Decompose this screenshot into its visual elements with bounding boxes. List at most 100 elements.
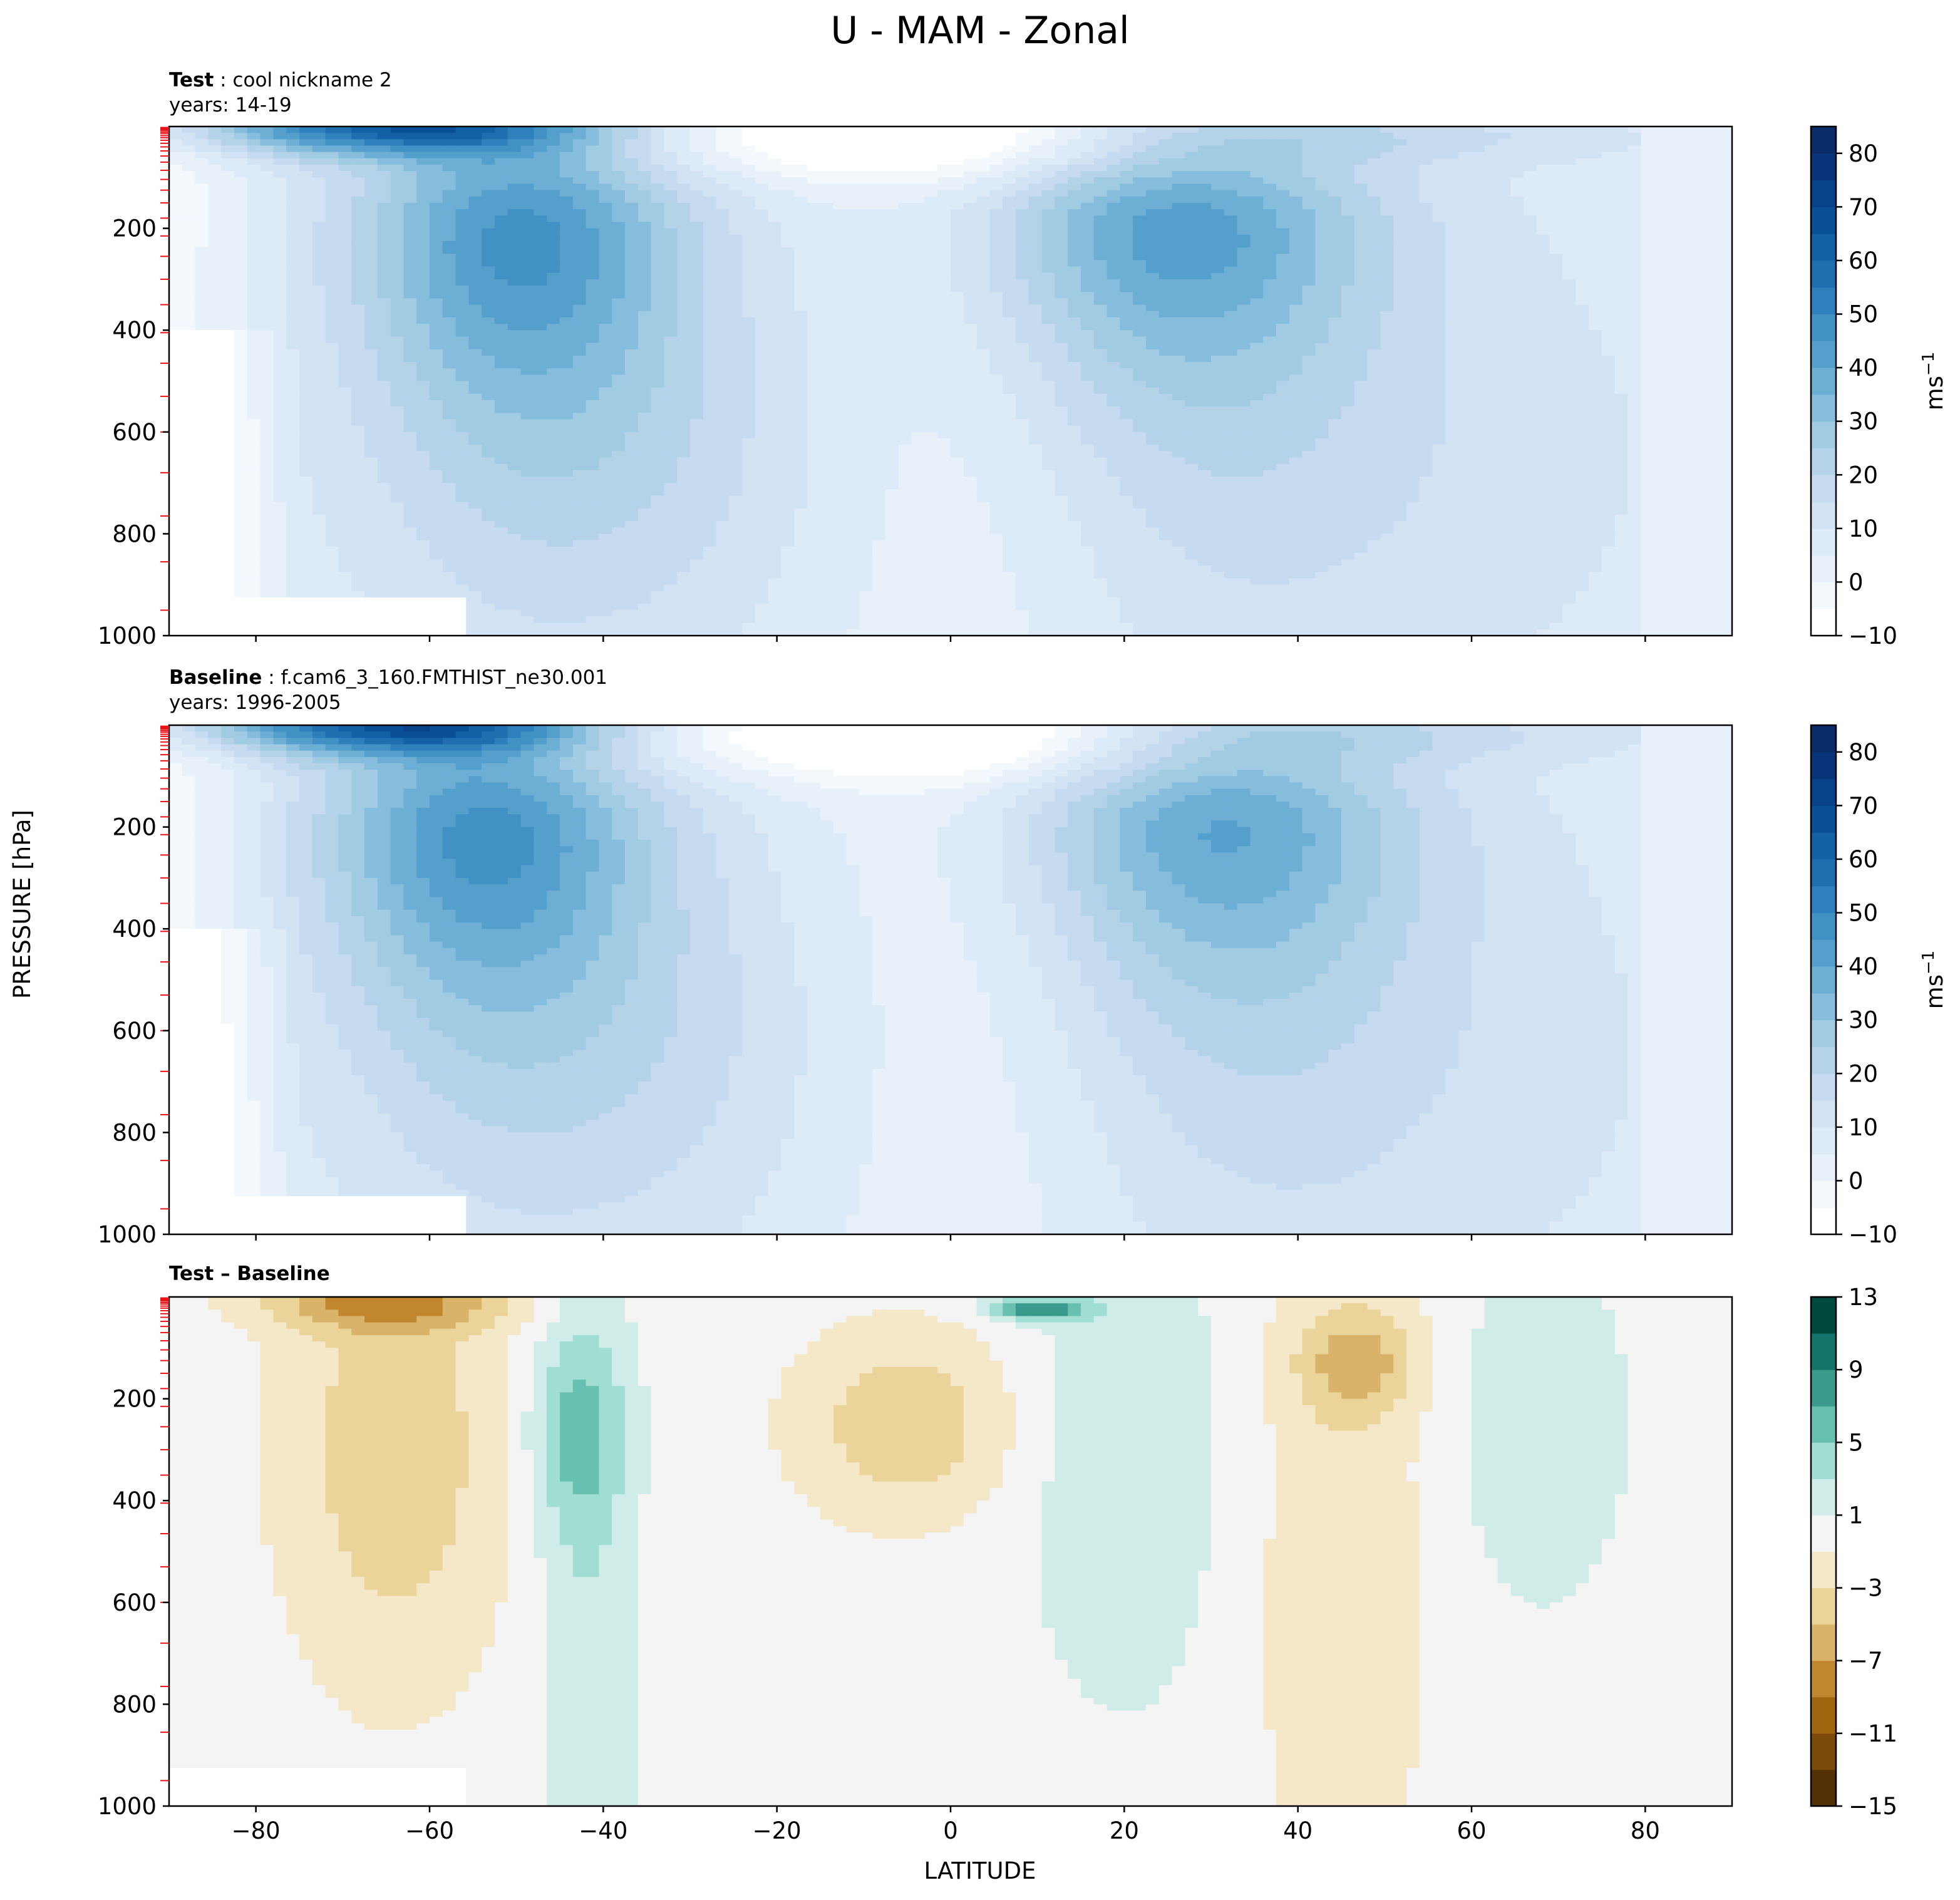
colorbar-tick-label: 60 (1849, 247, 1878, 274)
y-tick-label: 400 (112, 317, 157, 344)
colorbar-band (1811, 126, 1836, 153)
colorbar-band (1811, 1207, 1836, 1234)
colorbar-tick-label: 70 (1849, 194, 1878, 220)
y-tick-label: 1000 (98, 1221, 157, 1248)
colorbar-tick-label: −7 (1849, 1648, 1883, 1675)
x-tick-label: 20 (1110, 1817, 1139, 1844)
y-tick-label: 800 (112, 520, 157, 547)
colorbar-band (1811, 609, 1836, 636)
x-tick-label: 80 (1631, 1817, 1660, 1844)
colorbar-tick-label: 9 (1849, 1356, 1864, 1383)
colorbar-band (1811, 1770, 1836, 1807)
y-tick-label: 400 (112, 1487, 157, 1514)
colorbar-tick-label: 80 (1849, 140, 1878, 167)
colorbar-tick-label: −10 (1849, 622, 1897, 649)
panel-1-terrain-mask (169, 1196, 466, 1235)
colorbar-tick-label: 10 (1849, 515, 1878, 542)
panel-0-terrain-mask (169, 597, 466, 636)
colorbar-band (1811, 261, 1836, 287)
colorbar-band (1811, 859, 1836, 886)
colorbar-tick-label: 20 (1849, 462, 1878, 488)
colorbar-tick-label: −10 (1849, 1221, 1897, 1248)
colorbar-tick-label: 13 (1849, 1284, 1878, 1311)
y-tick-label: 600 (112, 1018, 157, 1045)
colorbar-band (1811, 1046, 1836, 1073)
colorbar-band (1811, 1406, 1836, 1443)
y-tick-label: 200 (112, 814, 157, 841)
colorbar-band (1811, 368, 1836, 395)
x-tick-label: −20 (753, 1817, 802, 1844)
colorbar-band (1811, 207, 1836, 234)
colorbar-unit-label: ms−1 (1919, 352, 1948, 411)
y-tick-label: 800 (112, 1691, 157, 1718)
colorbar-band (1811, 1661, 1836, 1698)
colorbar-band (1811, 1020, 1836, 1047)
colorbar-band (1811, 153, 1836, 180)
colorbar-band (1811, 1180, 1836, 1207)
colorbar-band (1811, 1697, 1836, 1734)
x-tick-label: −40 (579, 1817, 627, 1844)
colorbar-band (1811, 993, 1836, 1020)
colorbar-band (1811, 752, 1836, 779)
colorbar-band (1811, 502, 1836, 529)
colorbar-band (1811, 1552, 1836, 1589)
colorbar-band (1811, 555, 1836, 582)
panel-2-terrain-mask (169, 1768, 466, 1807)
colorbar-band (1811, 1515, 1836, 1552)
colorbar-tick-label: 50 (1849, 301, 1878, 328)
y-tick-label: 600 (112, 1589, 157, 1616)
colorbar-band (1811, 725, 1836, 752)
colorbar-band (1811, 180, 1836, 207)
colorbar-tick-label: −11 (1849, 1720, 1897, 1747)
y-tick-label: 1000 (98, 1793, 157, 1820)
colorbar-tick-label: 60 (1849, 846, 1878, 873)
colorbar-band (1811, 287, 1836, 314)
colorbar-tick-label: 20 (1849, 1060, 1878, 1087)
colorbar-tick-label: 40 (1849, 953, 1878, 980)
x-tick-label: 60 (1457, 1817, 1486, 1844)
y-tick-label: 200 (112, 215, 157, 242)
colorbar-band (1811, 1154, 1836, 1181)
colorbar-band (1811, 913, 1836, 940)
x-tick-label: −80 (232, 1817, 281, 1844)
panel-0-field (169, 126, 1733, 636)
colorbar-tick-label: −3 (1849, 1575, 1883, 1602)
colorbar-band (1811, 1370, 1836, 1407)
colorbar-band (1811, 1073, 1836, 1100)
colorbar-band (1811, 582, 1836, 609)
colorbar-tick-label: 30 (1849, 1007, 1878, 1034)
colorbar-tick-label: 50 (1849, 900, 1878, 927)
colorbar-tick-label: 70 (1849, 792, 1878, 819)
colorbar-band (1811, 939, 1836, 966)
y-tick-label: 1000 (98, 622, 157, 649)
colorbar-band (1811, 1297, 1836, 1334)
colorbar-tick-label: 40 (1849, 354, 1878, 381)
colorbar-band (1811, 966, 1836, 993)
colorbar-band (1811, 529, 1836, 555)
colorbar-band (1811, 779, 1836, 806)
colorbar-band (1811, 1333, 1836, 1370)
colorbar-band (1811, 1127, 1836, 1154)
y-tick-label: 200 (112, 1386, 157, 1413)
colorbar-band (1811, 421, 1836, 448)
colorbar-band (1811, 1442, 1836, 1479)
colorbar-band (1811, 805, 1836, 832)
colorbar-tick-label: 80 (1849, 739, 1878, 766)
colorbar-band (1811, 1733, 1836, 1770)
colorbar-tick-label: −15 (1849, 1793, 1897, 1820)
colorbar-band (1811, 1624, 1836, 1661)
colorbar-band (1811, 886, 1836, 913)
colorbar-band (1811, 448, 1836, 475)
y-tick-label: 400 (112, 916, 157, 942)
colorbar-2: −15 −11 −7 −3 1 5 9 13 (1811, 1284, 1897, 1820)
colorbar-tick-label: 1 (1849, 1502, 1864, 1529)
colorbar-tick-label: 5 (1849, 1429, 1864, 1456)
colorbar-band (1811, 475, 1836, 502)
colorbar-tick-label: 30 (1849, 408, 1878, 435)
colorbar-tick-label: 0 (1849, 1167, 1864, 1194)
y-tick-label: 800 (112, 1119, 157, 1146)
x-tick-label: 0 (943, 1817, 958, 1844)
